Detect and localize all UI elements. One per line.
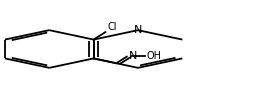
Text: OH: OH <box>147 51 162 61</box>
Text: Cl: Cl <box>107 22 117 32</box>
Text: N: N <box>129 51 137 61</box>
Text: N: N <box>134 25 142 35</box>
